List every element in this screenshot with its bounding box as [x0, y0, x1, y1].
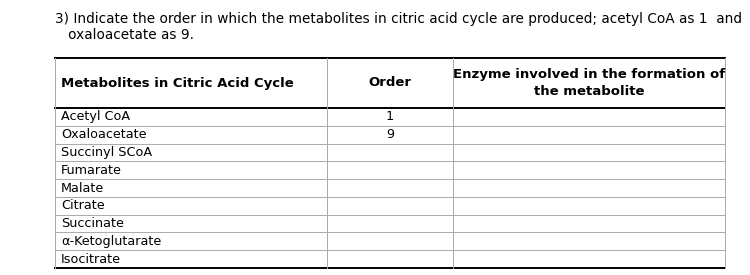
Text: 3) Indicate the order in which the metabolites in citric acid cycle are produced: 3) Indicate the order in which the metab…	[55, 12, 742, 26]
Text: 9: 9	[386, 128, 394, 141]
Text: α-Ketoglutarate: α-Ketoglutarate	[61, 235, 161, 248]
Text: oxaloacetate as 9.: oxaloacetate as 9.	[55, 28, 194, 42]
Text: Citrate: Citrate	[61, 199, 104, 212]
Text: Metabolites in Citric Acid Cycle: Metabolites in Citric Acid Cycle	[61, 76, 294, 89]
Text: Succinate: Succinate	[61, 217, 124, 230]
Text: 1: 1	[386, 110, 394, 123]
Text: Fumarate: Fumarate	[61, 164, 122, 177]
Text: Oxaloacetate: Oxaloacetate	[61, 128, 146, 141]
Text: Succinyl SCoA: Succinyl SCoA	[61, 146, 152, 159]
Text: Order: Order	[368, 76, 412, 89]
Text: Malate: Malate	[61, 182, 104, 194]
Text: Acetyl CoA: Acetyl CoA	[61, 110, 130, 123]
Text: Isocitrate: Isocitrate	[61, 253, 121, 266]
Text: Enzyme involved in the formation of
the metabolite: Enzyme involved in the formation of the …	[453, 68, 725, 98]
